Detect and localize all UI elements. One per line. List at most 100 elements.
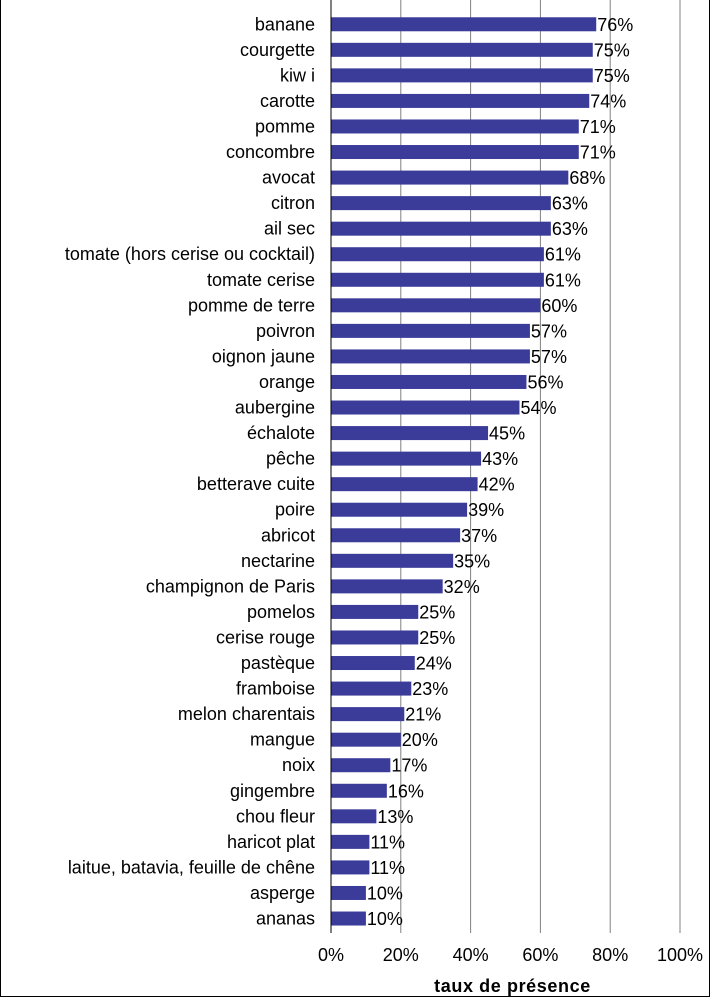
category-labels: banane courgette kiw i carotte pomme concombr… <box>65 14 315 928</box>
value-label: 39% <box>468 500 504 520</box>
value-label: 57% <box>531 321 567 341</box>
category-label: asperge <box>250 883 315 903</box>
category-label: orange <box>259 372 315 392</box>
bar <box>331 732 401 747</box>
category-label: laitue, batavia, feuille de chêne <box>68 857 315 877</box>
bars <box>331 17 597 926</box>
bar <box>331 630 419 645</box>
value-label: 63% <box>552 219 588 239</box>
value-label: 25% <box>419 628 455 648</box>
category-label: pomme de terre <box>188 295 315 315</box>
x-tick-label: 100% <box>657 945 703 965</box>
x-tick-label: 80% <box>592 945 628 965</box>
value-label: 11% <box>370 832 405 852</box>
grid-lines <box>400 0 681 933</box>
x-tick-labels: 0% 20% 40% 60% 80% 100% <box>318 945 703 965</box>
category-label: champignon de Paris <box>146 576 315 596</box>
value-label: 75% <box>594 40 630 60</box>
value-label: 43% <box>482 449 518 469</box>
bar <box>331 42 593 57</box>
bar <box>331 247 544 262</box>
bar <box>331 911 366 926</box>
bar <box>331 604 419 619</box>
value-label: 45% <box>489 424 525 444</box>
bar <box>331 834 370 849</box>
category-label: tomate cerise <box>207 270 315 290</box>
value-label: 76% <box>597 15 633 35</box>
bar <box>331 17 597 32</box>
category-label: pêche <box>266 449 315 469</box>
x-tick-label: 0% <box>318 945 344 965</box>
x-tick-label: 20% <box>383 945 419 965</box>
bar <box>331 860 370 875</box>
category-label: betterave cuite <box>197 474 315 494</box>
value-label: 16% <box>388 781 424 801</box>
category-label: abricot <box>261 525 315 545</box>
value-label: 11% <box>370 858 405 878</box>
bar <box>331 170 569 185</box>
bar <box>331 783 387 798</box>
category-label: banane <box>255 14 315 34</box>
value-label: 13% <box>377 807 413 827</box>
value-label: 57% <box>531 347 567 367</box>
value-label: 61% <box>545 245 581 265</box>
value-label: 25% <box>419 602 455 622</box>
bar <box>331 528 461 543</box>
bar <box>331 579 443 594</box>
bar <box>331 681 412 696</box>
category-label: courgette <box>240 40 315 60</box>
bar <box>331 707 405 722</box>
value-label: 63% <box>552 194 588 214</box>
bar <box>331 477 478 492</box>
value-label: 71% <box>580 143 616 163</box>
value-label: 56% <box>527 372 563 392</box>
category-label: échalote <box>247 423 315 443</box>
category-label: gingembre <box>230 781 315 801</box>
category-label: avocat <box>262 168 315 188</box>
bar <box>331 221 551 236</box>
value-label: 24% <box>416 654 452 674</box>
value-labels: 76% 75% 75% 74% 71% 71% 68% 63% 63% 61% 61% 60% 57% 5… <box>367 15 633 929</box>
value-label: 60% <box>541 296 577 316</box>
category-label: nectarine <box>241 551 315 571</box>
category-label: cerise rouge <box>216 627 315 647</box>
bar <box>331 502 468 517</box>
value-label: 71% <box>580 117 616 137</box>
category-label: haricot plat <box>227 832 315 852</box>
bar <box>331 196 551 211</box>
x-axis-title: taux de présence <box>434 976 591 996</box>
value-label: 10% <box>367 883 403 903</box>
value-label: 68% <box>569 168 605 188</box>
bar <box>331 758 391 773</box>
value-label: 37% <box>461 526 497 546</box>
category-label: carotte <box>260 91 315 111</box>
bar <box>331 349 530 364</box>
category-label: ananas <box>256 909 315 929</box>
category-label: pomelos <box>247 602 315 622</box>
category-label: concombre <box>226 142 315 162</box>
category-label: tomate (hors cerise ou cocktail) <box>65 244 315 264</box>
category-label: oignon jaune <box>212 346 315 366</box>
value-label: 54% <box>520 398 556 418</box>
value-label: 75% <box>594 66 630 86</box>
bar <box>331 885 366 900</box>
bar <box>331 553 454 568</box>
category-label: pomme <box>255 116 315 136</box>
category-label: ail sec <box>264 219 315 239</box>
bar <box>331 272 544 287</box>
bar <box>331 400 520 415</box>
category-label: poire <box>275 500 315 520</box>
bar <box>331 323 530 338</box>
value-label: 42% <box>479 475 515 495</box>
value-label: 74% <box>590 91 626 111</box>
category-label: framboise <box>236 679 315 699</box>
bar <box>331 68 593 83</box>
category-label: pastèque <box>241 653 315 673</box>
bar <box>331 119 579 134</box>
bar <box>331 298 541 313</box>
value-label: 21% <box>405 705 441 725</box>
value-label: 61% <box>545 270 581 290</box>
bar <box>331 93 590 108</box>
value-label: 20% <box>402 730 438 750</box>
